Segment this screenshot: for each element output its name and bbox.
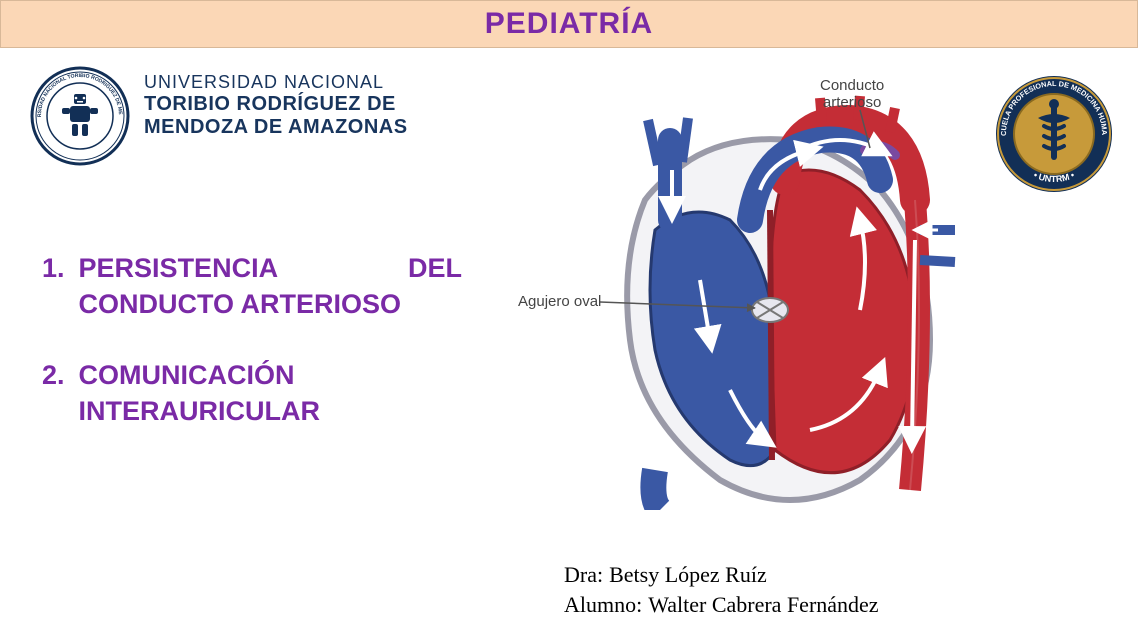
topic-text: COMUNICACIÓN INTERAURICULAR — [79, 357, 462, 430]
university-name: UNIVERSIDAD NACIONAL TORIBIO RODRÍGUEZ D… — [144, 66, 408, 139]
credit-doctor: Dra: Betsy López Ruíz — [564, 560, 879, 590]
topic-number: 2. — [42, 357, 65, 430]
diagram-label-conducto-l1: Conducto — [820, 77, 884, 94]
topic-number: 1. — [42, 250, 65, 323]
diagram-label-conducto: Conducto arterioso — [820, 78, 884, 111]
university-line3: MENDOZA DE AMAZONAS — [144, 116, 408, 139]
medical-school-badge-icon: ESCUELA PROFESIONAL DE MEDICINA HUMANA •… — [994, 74, 1114, 194]
diagram-label-agujero: Agujero oval — [518, 293, 601, 310]
university-line2: TORIBIO RODRÍGUEZ DE — [144, 93, 408, 116]
diagram-label-conducto-l2: arterioso — [823, 94, 881, 111]
credit-alumno-name: Walter Cabrera Fernández — [648, 590, 878, 620]
heart-diagram — [560, 80, 960, 510]
topic-text: PERSISTENCIA DEL CONDUCTO ARTERIOSO — [79, 250, 462, 323]
topic-item: 1. PERSISTENCIA DEL CONDUCTO ARTERIOSO — [42, 250, 462, 323]
credit-dra-name: Betsy López Ruíz — [609, 560, 767, 590]
title-bar: PEDIATRÍA — [0, 0, 1138, 48]
topic-list: 1. PERSISTENCIA DEL CONDUCTO ARTERIOSO 2… — [42, 250, 462, 464]
credit-student: Alumno: Walter Cabrera Fernández — [564, 590, 879, 620]
credit-dra-label: Dra: — [564, 560, 603, 590]
credit-alumno-label: Alumno: — [564, 590, 642, 620]
university-seal-icon: UNIVERSIDAD NACIONAL TORIBIO RODRIGUEZ D… — [30, 66, 130, 166]
topic-item: 2. COMUNICACIÓN INTERAURICULAR — [42, 357, 462, 430]
page-title: PEDIATRÍA — [485, 7, 653, 41]
university-line1: UNIVERSIDAD NACIONAL — [144, 72, 408, 93]
credits: Dra: Betsy López Ruíz Alumno: Walter Cab… — [564, 560, 879, 619]
